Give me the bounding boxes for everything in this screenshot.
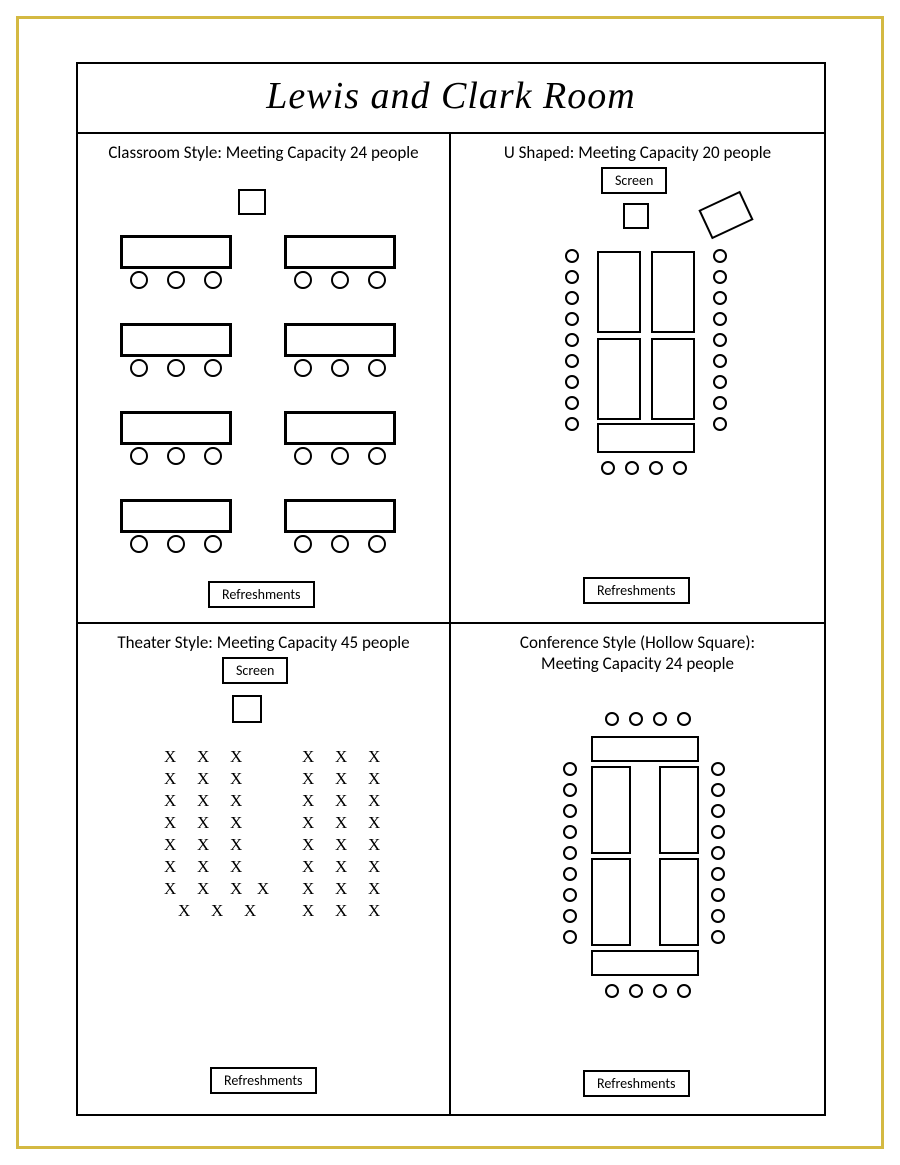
page-title: Lewis and Clark Room (78, 64, 824, 134)
ushape-table (651, 338, 695, 420)
theater-row: X X X (164, 813, 244, 833)
podium-icon (238, 189, 266, 215)
conference-table (591, 766, 631, 854)
quadrant-classroom: Classroom Style: Meeting Capacity 24 peo… (78, 134, 451, 624)
classroom-chairs (284, 535, 396, 553)
conference-table (591, 950, 699, 976)
theater-row: X X X (302, 835, 382, 855)
classroom-table (284, 235, 396, 269)
classroom-table (120, 235, 232, 269)
conference-chairs-bottom (605, 984, 691, 998)
classroom-title: Classroom Style: Meeting Capacity 24 peo… (78, 134, 449, 163)
theater-row: X X X (164, 835, 244, 855)
conference-diagram: Refreshments (451, 674, 824, 1114)
classroom-table (284, 323, 396, 357)
quadrant-ushape: U Shaped: Meeting Capacity 20 people Scr… (451, 134, 824, 624)
ushape-chairs-bottom (601, 461, 687, 475)
theater-row: X X X (302, 791, 382, 811)
theater-diagram: Screen X X X X X X X X X X X X X X X X X… (78, 653, 449, 1113)
conference-table (591, 858, 631, 946)
classroom-chairs (284, 271, 396, 289)
classroom-table (284, 411, 396, 445)
conference-title-1: Conference Style (Hollow Square): (451, 624, 824, 653)
theater-title: Theater Style: Meeting Capacity 45 peopl… (78, 624, 449, 653)
theater-row: X X X (164, 747, 244, 767)
layout-grid: Classroom Style: Meeting Capacity 24 peo… (78, 134, 824, 1114)
conference-table (659, 858, 699, 946)
theater-row: X X X (302, 901, 382, 921)
theater-row: X X X (302, 857, 382, 877)
ushape-table (651, 251, 695, 333)
ushape-diagram: Screen Refreshments (451, 163, 824, 621)
theater-row: X X X (164, 857, 244, 877)
conference-chairs-left (563, 762, 577, 944)
classroom-table (284, 499, 396, 533)
refreshments-label: Refreshments (583, 1070, 690, 1097)
classroom-chairs (120, 359, 232, 377)
conference-chairs-top (605, 712, 691, 726)
conference-chairs-right (711, 762, 725, 944)
theater-row: X X X (302, 747, 382, 767)
conference-title-2: Meeting Capacity 24 people (451, 653, 824, 674)
classroom-diagram: Refreshments (78, 163, 449, 621)
ushape-table (597, 251, 641, 333)
theater-row: X X X (302, 813, 382, 833)
theater-row: X X X (302, 879, 382, 899)
classroom-chairs (284, 447, 396, 465)
theater-row: X X X (164, 791, 244, 811)
ushape-table (597, 338, 641, 420)
theater-row: X X X (302, 769, 382, 789)
podium-icon (232, 695, 262, 723)
refreshments-label: Refreshments (210, 1067, 317, 1094)
refreshments-label: Refreshments (583, 577, 690, 604)
theater-row: X X X (164, 769, 244, 789)
quadrant-conference: Conference Style (Hollow Square): Meetin… (451, 624, 824, 1114)
classroom-table (120, 411, 232, 445)
screen-label: Screen (222, 657, 288, 684)
refreshments-label: Refreshments (208, 581, 315, 608)
page-frame: Lewis and Clark Room Classroom Style: Me… (76, 62, 826, 1116)
ushape-table (597, 423, 695, 453)
theater-row: X X X (178, 901, 258, 921)
quadrant-theater: Theater Style: Meeting Capacity 45 peopl… (78, 624, 451, 1114)
classroom-chairs (120, 535, 232, 553)
classroom-table (120, 323, 232, 357)
classroom-chairs (120, 271, 232, 289)
theater-row: X X X X (164, 879, 271, 899)
ushape-chairs-right (713, 249, 727, 431)
ushape-chairs-left (565, 249, 579, 431)
classroom-chairs (120, 447, 232, 465)
classroom-chairs (284, 359, 396, 377)
conference-table (591, 736, 699, 762)
podium-icon (623, 203, 649, 229)
screen-label: Screen (601, 167, 667, 194)
ushape-title: U Shaped: Meeting Capacity 20 people (451, 134, 824, 163)
conference-table (659, 766, 699, 854)
classroom-table (120, 499, 232, 533)
lectern-icon (698, 191, 753, 239)
